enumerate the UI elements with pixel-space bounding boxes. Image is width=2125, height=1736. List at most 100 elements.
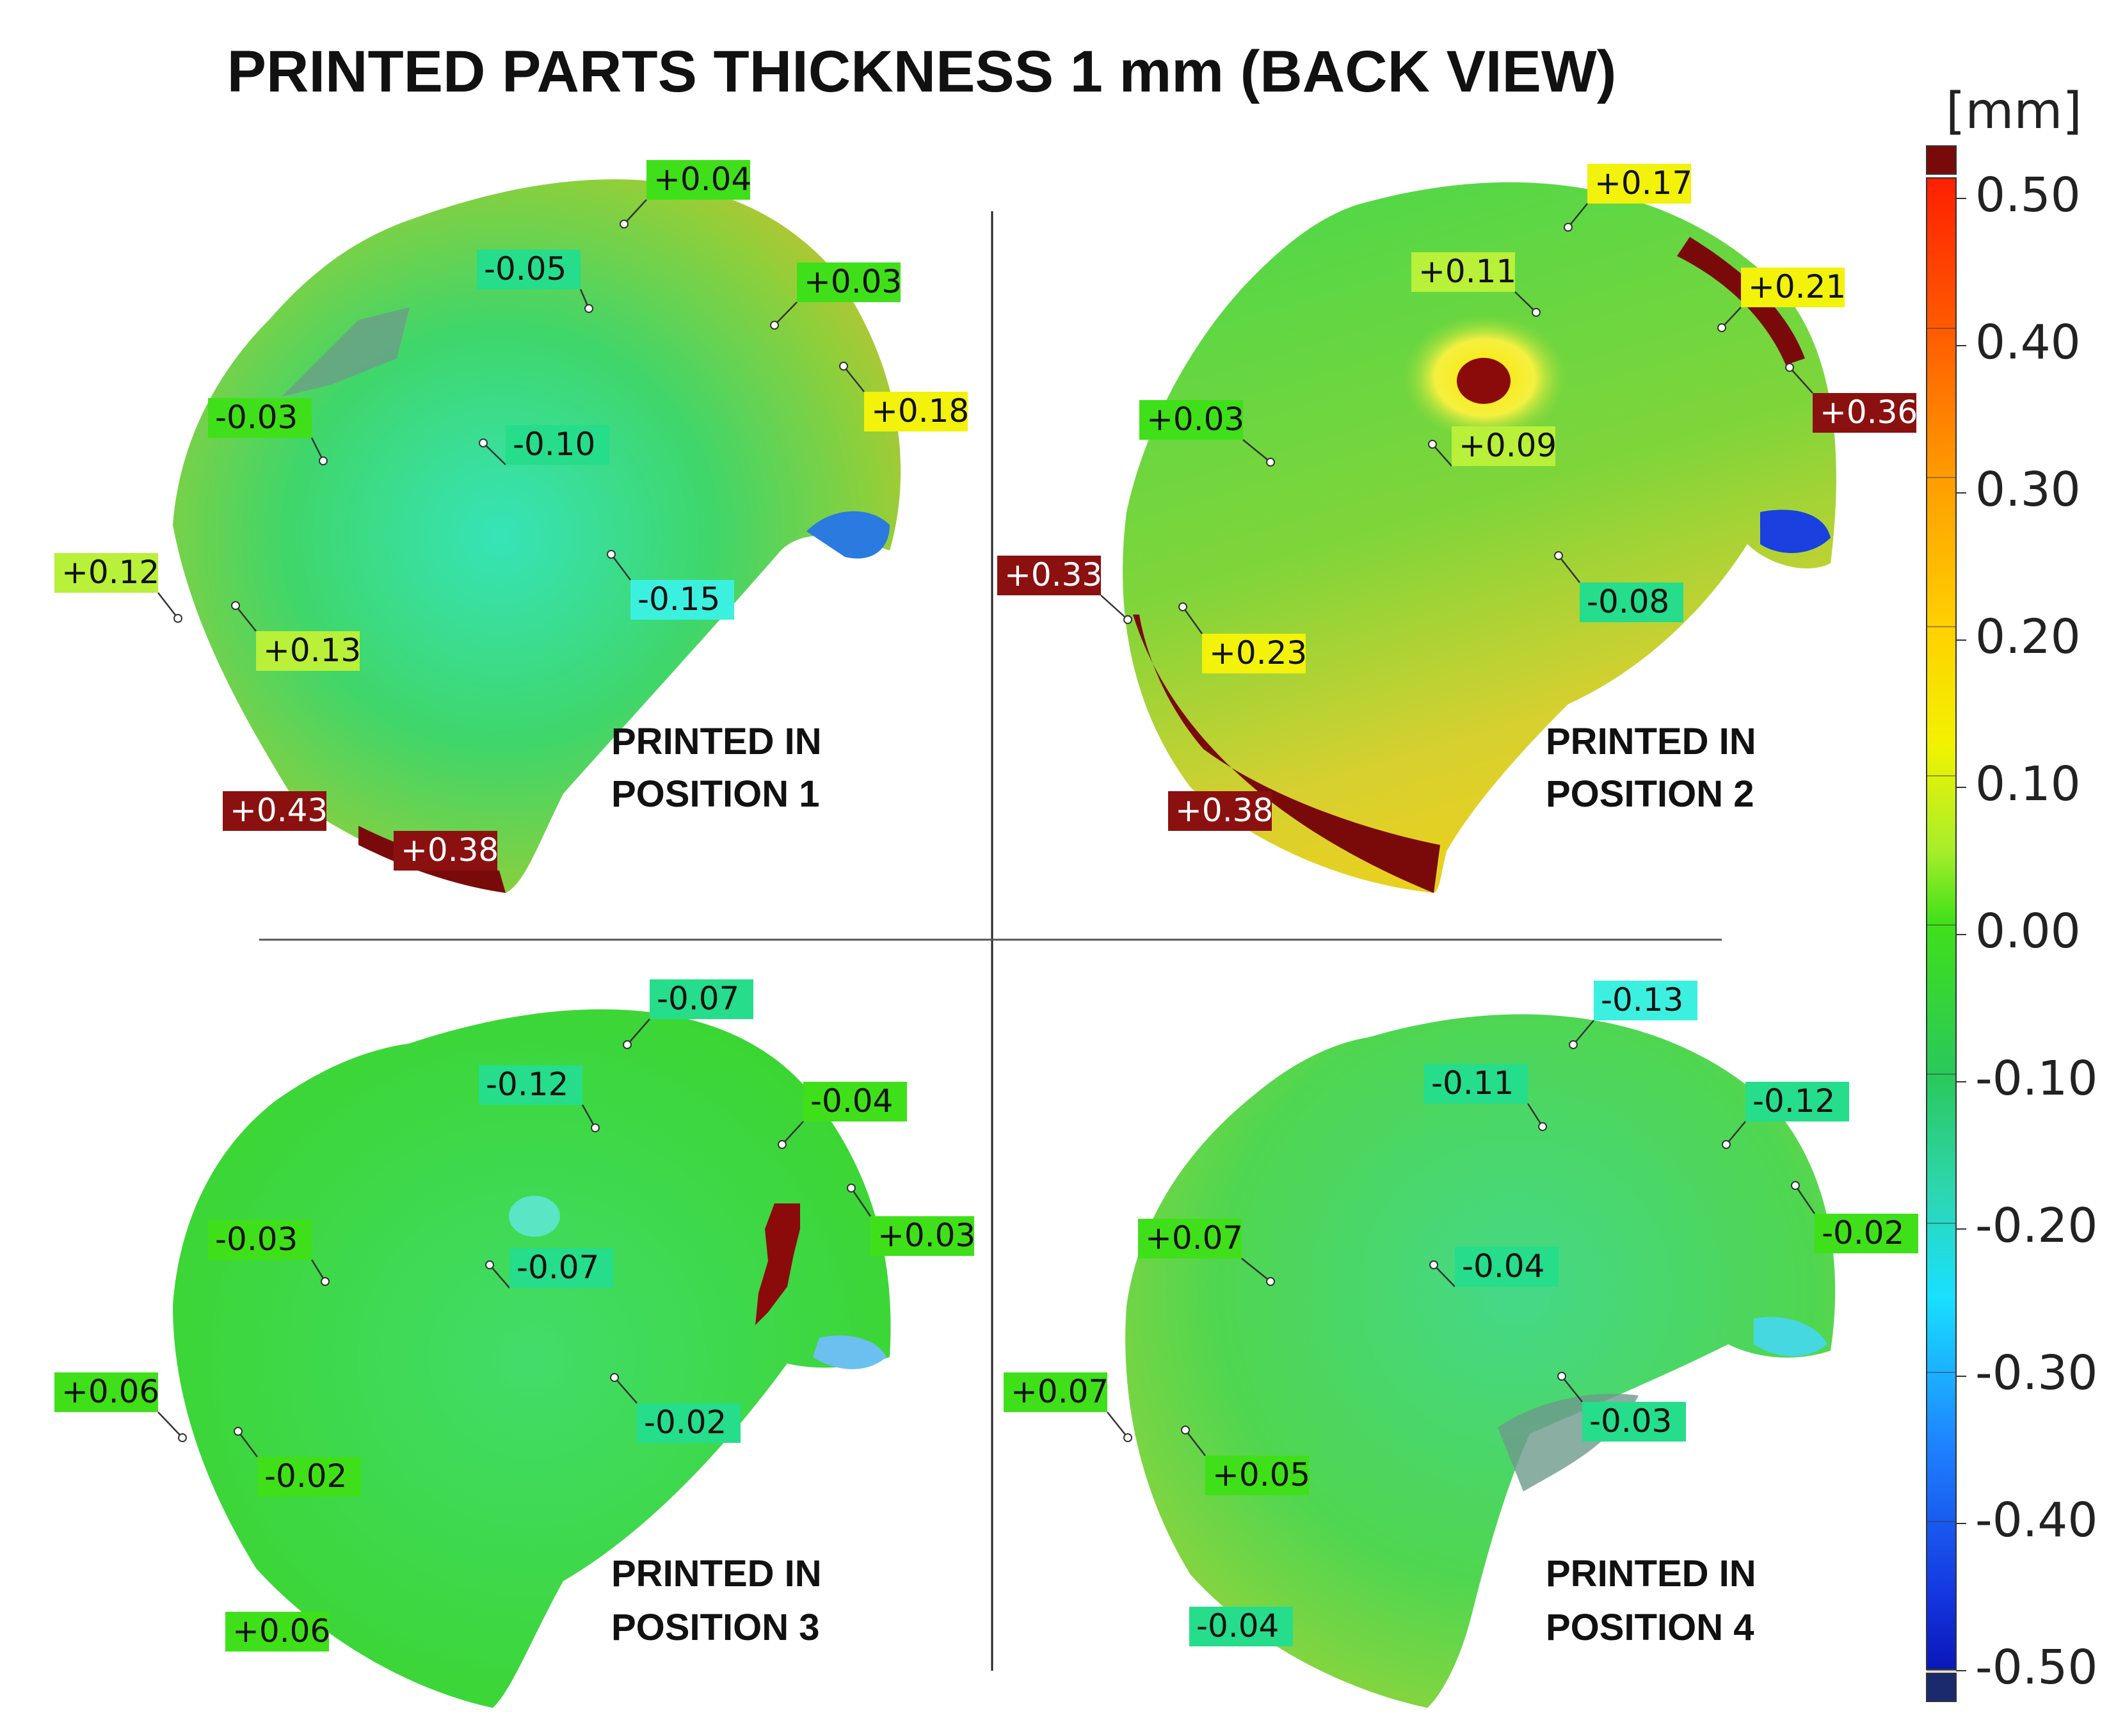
callout-point [770,321,779,330]
callout-box [509,1248,613,1288]
callout-point [839,362,848,371]
callout-box [1580,583,1683,622]
callout-point [1178,602,1187,611]
callout-box [477,250,581,289]
callout-box [1587,164,1691,204]
callout-point [1557,1372,1566,1381]
callout-box [637,1403,741,1443]
callout-leader [627,1018,650,1045]
callout-box [797,262,901,302]
callout-leader [1568,203,1588,228]
callout-value: -0.02 [1822,1214,1904,1251]
callout-leader [489,1264,510,1289]
colorbar: [mm] 0.50 0.40 0.30 0.20 0.10 0.00 -0.10 -0.20 -… [1926,83,2097,1702]
callout-leader [614,1377,638,1404]
callout-leader [1527,1103,1544,1127]
callout-box [646,160,750,200]
callout-box [997,556,1101,595]
callout-value: -0.05 [484,250,566,287]
callout-value: +0.17 [1594,165,1692,202]
callout-value: -0.03 [1589,1402,1672,1440]
panel-2-caption-line2: POSITION 2 [1546,773,1754,815]
colorbar-tick-label: -0.20 [1975,1198,2097,1253]
callout-box [208,1220,312,1260]
callout-value: -0.04 [810,1082,893,1120]
callout-box [1455,1247,1559,1287]
callout-value: -0.02 [264,1458,347,1495]
callout-leader [774,301,798,326]
callout-value: +0.03 [878,1217,975,1254]
callout-value: -0.02 [644,1404,726,1441]
callout-value: +0.38 [1175,792,1273,829]
callout-leader [1794,1185,1816,1214]
callout-value: -0.03 [215,1221,298,1258]
callout-value: -0.12 [486,1066,568,1103]
colorbar-unit: [mm] [1946,83,2082,140]
callout-point [778,1140,787,1149]
callout-box [630,580,734,620]
panel-3-surface [173,1009,891,1708]
callout-point [321,1277,330,1286]
callout-point [1564,223,1573,232]
callout-leader [1558,555,1580,583]
callout-value: +0.03 [1146,401,1244,438]
callout-box [1138,1219,1242,1258]
callout-point [1266,1277,1275,1286]
callout-value: +0.33 [1004,556,1102,593]
callout-box [870,1216,974,1256]
callout-leader [1100,595,1128,620]
callout-leader [1432,444,1452,467]
callout-leader [611,554,631,581]
panel-1-caption-line1: PRINTED IN [611,721,822,762]
callout-value: +0.04 [654,161,751,198]
callout-box [394,831,497,871]
callout-box [1189,1607,1293,1646]
callout-point [1266,458,1275,467]
callout-box [1452,426,1555,466]
callout-leader [157,592,179,619]
colorbar-tick-label: 0.00 [1975,904,2081,959]
callout-leader [1721,307,1742,328]
callout-box [506,425,609,465]
callout-point [610,1373,619,1382]
callout-box [479,1065,582,1105]
callout-point [1785,363,1794,372]
callout-point [234,1427,243,1436]
colorbar-tick-label: 0.30 [1975,462,2081,517]
colorbar-tick-label: -0.30 [1975,1346,2097,1401]
callout-value: +0.05 [1212,1456,1310,1493]
callout-value: +0.18 [871,392,969,430]
callout-value: -0.07 [517,1249,599,1286]
callout-box [257,1457,361,1497]
callout-value: +0.03 [804,263,902,300]
callout-box [803,1082,907,1121]
callout-leader [1514,291,1537,313]
callout-leader [1242,439,1271,463]
callout-box [1813,393,1916,433]
panel-2-caption: PRINTED IN POSITION 2 [1546,721,1756,815]
callout-point [231,601,240,610]
callout-leader [1789,367,1813,394]
callout-box [208,398,312,438]
callout-labels: +0.04 -0.05 +0.03 +0.18 -0.03 -0.10 +0.12 -0.15… [54,160,1918,1652]
callout-leader [782,1121,804,1145]
callout-value: -0.15 [638,581,720,618]
callout-value: +0.09 [1459,427,1557,464]
callout-value: -0.04 [1196,1607,1279,1644]
callout-leader [1185,1429,1206,1456]
callout-point [623,1040,632,1049]
callout-point [1532,308,1541,317]
callout-value: +0.12 [61,554,159,591]
callout-point [479,438,488,447]
panel-3-caption-line2: POSITION 3 [611,1607,820,1648]
colorbar-tick-label: -0.50 [1975,1640,2097,1695]
callout-value: -0.12 [1752,1082,1835,1120]
callout-leader [1433,1264,1455,1287]
panel-2-caption-line1: PRINTED IN [1546,721,1756,762]
callout-box [1411,252,1515,292]
callout-leader [850,1187,872,1217]
colorbar-tick-label: 0.10 [1975,757,2081,812]
callout-leader [483,442,506,465]
callout-point [1181,1426,1190,1435]
callout-value: -0.10 [513,426,595,463]
